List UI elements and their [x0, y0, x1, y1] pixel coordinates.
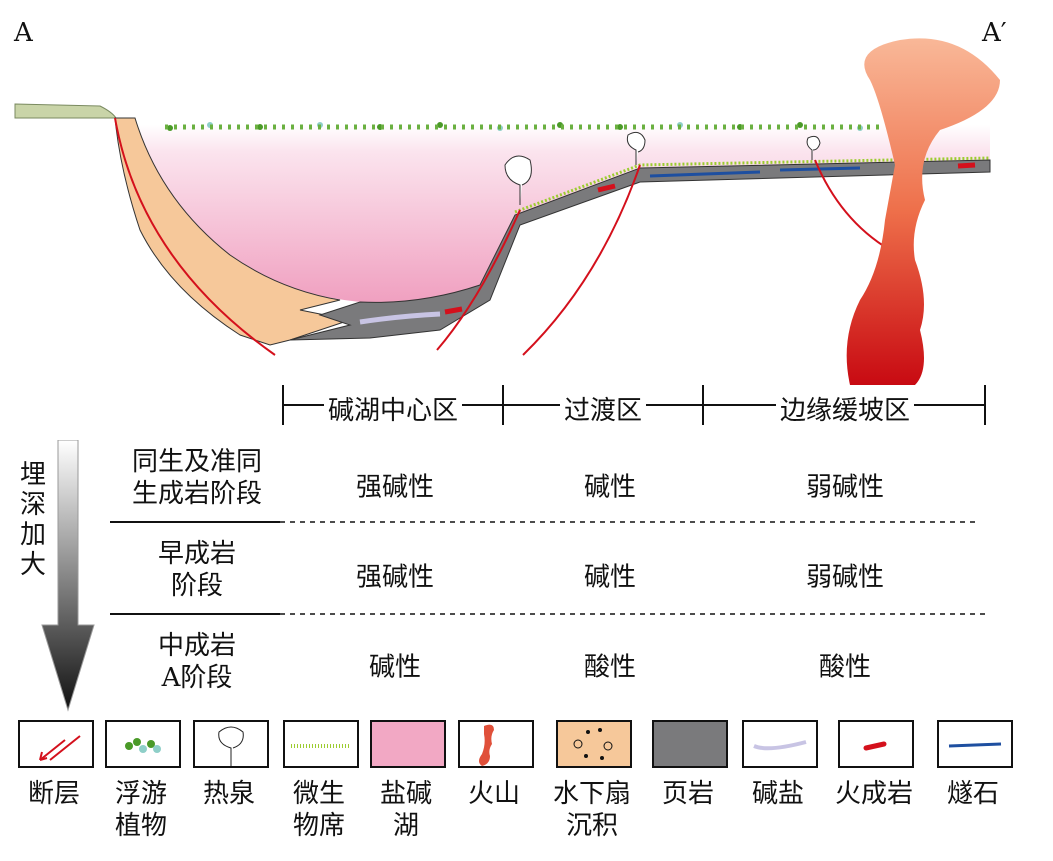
cell-value: 碱性 — [583, 562, 637, 593]
stage-dividers — [110, 521, 985, 615]
cell-value: 强碱性 — [355, 562, 435, 593]
cross-section — [14, 38, 1000, 385]
cell-value: 酸性 — [583, 652, 637, 683]
cell-value: 碱性 — [368, 652, 422, 683]
section-end-label: A′ — [982, 18, 1007, 48]
legend-item-fault: 断层 — [18, 720, 94, 810]
legend-label: 断层 — [27, 779, 80, 809]
legend-item-alkali-salt: 碱盐 — [742, 720, 818, 810]
legend-label: 页岩 — [661, 779, 714, 809]
hot-spring-icons — [504, 131, 821, 205]
igneous-lens — [444, 306, 463, 315]
igneous-rock-icon — [838, 720, 914, 768]
land-surface — [14, 103, 117, 119]
plankton-icon — [105, 720, 181, 768]
legend-item-hot-spring: 热泉 — [193, 720, 269, 810]
igneous-lens — [957, 162, 976, 169]
legend-label: 碱盐 — [751, 779, 804, 809]
alkali-salt-icon — [742, 720, 818, 768]
volcano — [846, 38, 1000, 385]
cell-value: 强碱性 — [355, 472, 435, 503]
zone-alkaline-lake-center: 碱湖中心区 — [323, 390, 463, 427]
zone-margin-gentle-slope: 边缘缓坡区 — [775, 390, 915, 427]
zone-transition: 过渡区 — [559, 390, 647, 427]
legend-item-subaqueous-fan: 水下扇 沉积 — [553, 720, 632, 842]
shale-icon — [652, 720, 728, 768]
subaqueous-fan-icon — [556, 720, 632, 768]
legend-item-saline-alkaline-lake: 盐碱湖 — [370, 720, 446, 842]
legend-label: 燧石 — [946, 779, 999, 809]
volcano-icon — [458, 720, 534, 768]
saline-alkaline-lake-icon — [370, 720, 446, 768]
legend-label: 火成岩 — [834, 779, 913, 809]
alkali-salt-lens — [359, 311, 441, 325]
cell-value: 弱碱性 — [805, 562, 885, 593]
shale-layer — [289, 159, 991, 341]
legend-item-volcano: 火山 — [458, 720, 534, 810]
microbial-mat-icon — [283, 720, 359, 768]
stage-label-middle-diagenesis-a: 中成岩 A阶段 — [157, 631, 236, 693]
section-start-label: A — [14, 18, 33, 48]
alkaline-lake — [118, 125, 990, 303]
chert-icon — [937, 720, 1013, 768]
plankton-layer — [165, 122, 880, 131]
legend-label: 水下扇 沉积 — [552, 779, 631, 841]
legend-item-plankton: 浮游 植物 — [105, 720, 181, 842]
cell-value: 弱碱性 — [805, 472, 885, 503]
legend-label: 浮游 植物 — [114, 779, 167, 841]
legend-item-shale: 页岩 — [652, 720, 728, 810]
hot-spring-icon — [193, 720, 269, 768]
igneous-lens — [597, 183, 616, 193]
cell-value: 碱性 — [583, 472, 637, 503]
fault-lines — [114, 117, 891, 356]
legend-item-igneous-rock: 火成岩 — [835, 720, 914, 810]
fault-icon — [18, 720, 94, 768]
legend-label: 盐碱湖 — [379, 779, 432, 841]
legend-label: 微生 物席 — [292, 779, 345, 841]
cell-value: 酸性 — [818, 652, 872, 683]
depth-arrow — [41, 440, 95, 712]
legend-label: 热泉 — [202, 779, 255, 809]
stage-label-early-diagenesis: 早成岩 阶段 — [157, 539, 236, 601]
legend-item-microbial-mat: 微生 物席 — [283, 720, 359, 842]
depth-label: 埋深加大 — [19, 460, 46, 580]
legend-label: 火山 — [467, 779, 520, 809]
legend-item-chert: 燧石 — [937, 720, 1013, 810]
stage-label-syngenetic: 同生及准同 生成岩阶段 — [131, 447, 262, 509]
